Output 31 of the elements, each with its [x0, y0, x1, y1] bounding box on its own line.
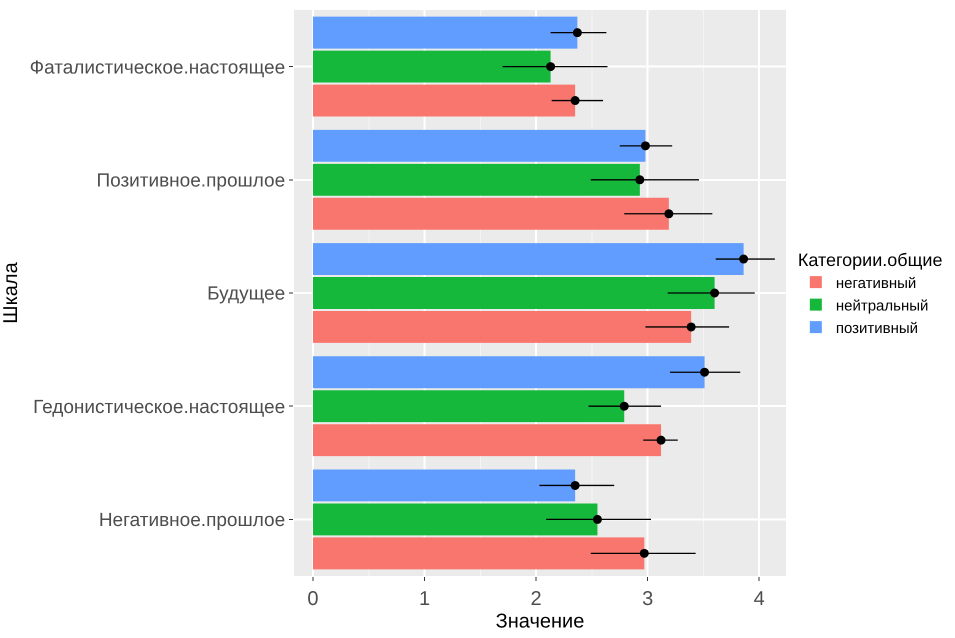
- legend-label: позитивный: [836, 320, 918, 337]
- x-tick-label: 3: [642, 588, 654, 610]
- y-tick-label: Негативное.прошлое: [98, 510, 286, 532]
- y-tick-label: Позитивное.прошлое: [96, 170, 286, 192]
- x-axis-title: Значение: [496, 610, 584, 632]
- legend-label: негативный: [836, 275, 916, 292]
- legend-title: Категории.общие: [798, 250, 942, 270]
- bar: [312, 311, 692, 343]
- bar: [312, 424, 662, 456]
- bar: [312, 243, 744, 275]
- bar: [312, 356, 705, 388]
- bar: [312, 16, 578, 49]
- bar: [312, 390, 624, 422]
- bar: [312, 84, 576, 117]
- legend-label: нейтральный: [836, 298, 928, 314]
- bar: [312, 198, 669, 230]
- bar: [312, 503, 598, 536]
- y-tick-label: Фаталистическое.настоящее: [30, 57, 286, 78]
- bar: [312, 164, 640, 196]
- bar: [312, 469, 576, 502]
- x-tick-label: 0: [307, 588, 319, 610]
- x-tick-label: 1: [418, 588, 430, 610]
- bar: [312, 130, 646, 162]
- bar: [312, 277, 715, 309]
- x-tick-label: 2: [530, 588, 542, 610]
- x-tick-label: 4: [754, 588, 765, 610]
- y-tick-label: Будущее: [207, 284, 286, 305]
- bar: [312, 537, 644, 570]
- y-axis-title: Шкала: [0, 261, 22, 324]
- bar: [312, 50, 551, 83]
- y-tick-label: Гедонистическое.настоящее: [33, 396, 286, 418]
